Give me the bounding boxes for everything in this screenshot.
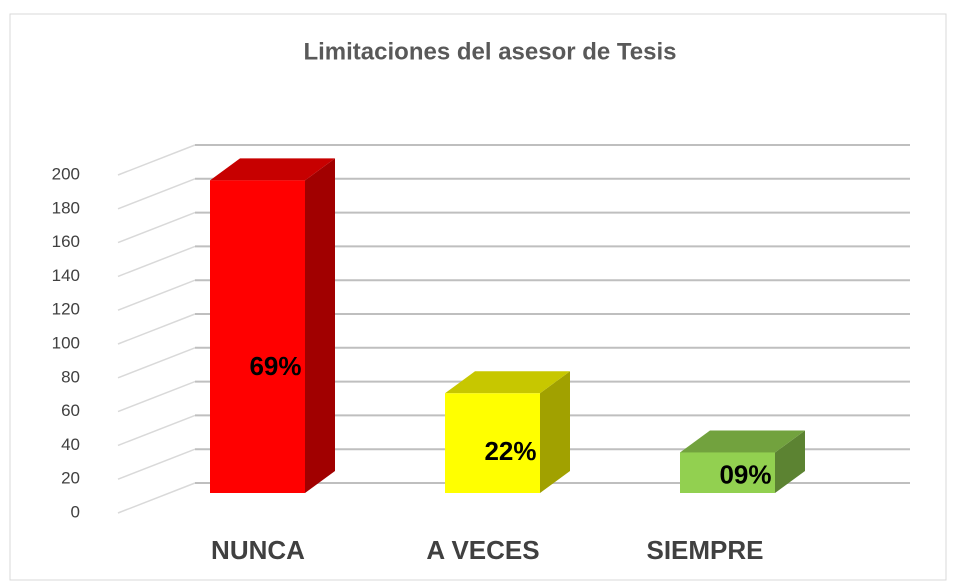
grid-line-side	[117, 279, 196, 311]
grid-line-side	[117, 245, 196, 278]
y-tick-label: 180	[52, 198, 80, 217]
grid-line-side	[117, 414, 196, 447]
bar-annotation: 09%	[719, 460, 771, 490]
y-tick-label: 60	[61, 401, 80, 420]
y-tick-label: 40	[61, 435, 80, 454]
grid-line-side	[117, 313, 196, 345]
bar	[445, 393, 540, 493]
x-tick-label: NUNCA	[211, 535, 305, 565]
grid-line-side	[117, 211, 196, 244]
bar-side	[775, 430, 805, 493]
bar-annotation: 69%	[249, 351, 301, 381]
bar	[680, 452, 775, 493]
x-tick-label: A VECES	[426, 535, 539, 565]
grid-line-side	[117, 347, 196, 379]
chart-title: Limitaciones del asesor de Tesis	[303, 38, 676, 65]
y-tick-label: 120	[52, 300, 80, 319]
y-tick-label: 20	[61, 469, 80, 488]
y-tick-label: 80	[61, 367, 80, 386]
y-tick-label: 0	[71, 502, 80, 521]
bar-side	[540, 371, 570, 493]
bar	[210, 180, 305, 493]
bar-annotation: 22%	[484, 436, 536, 466]
grid-line-side	[117, 448, 196, 480]
y-tick-label: 100	[52, 333, 80, 352]
bar-top	[445, 371, 570, 394]
grid-line-side	[117, 178, 196, 210]
bar-top	[680, 430, 805, 453]
y-tick-label: 140	[52, 266, 80, 285]
grid-line-side	[117, 144, 196, 176]
grid-line-side	[117, 482, 196, 514]
y-tick-label: 200	[52, 164, 80, 183]
y-tick-label: 160	[52, 232, 80, 251]
grid-line-side	[117, 380, 196, 413]
x-tick-label: SIEMPRE	[646, 535, 763, 565]
bar-top	[210, 158, 335, 181]
bar-side	[305, 158, 335, 493]
